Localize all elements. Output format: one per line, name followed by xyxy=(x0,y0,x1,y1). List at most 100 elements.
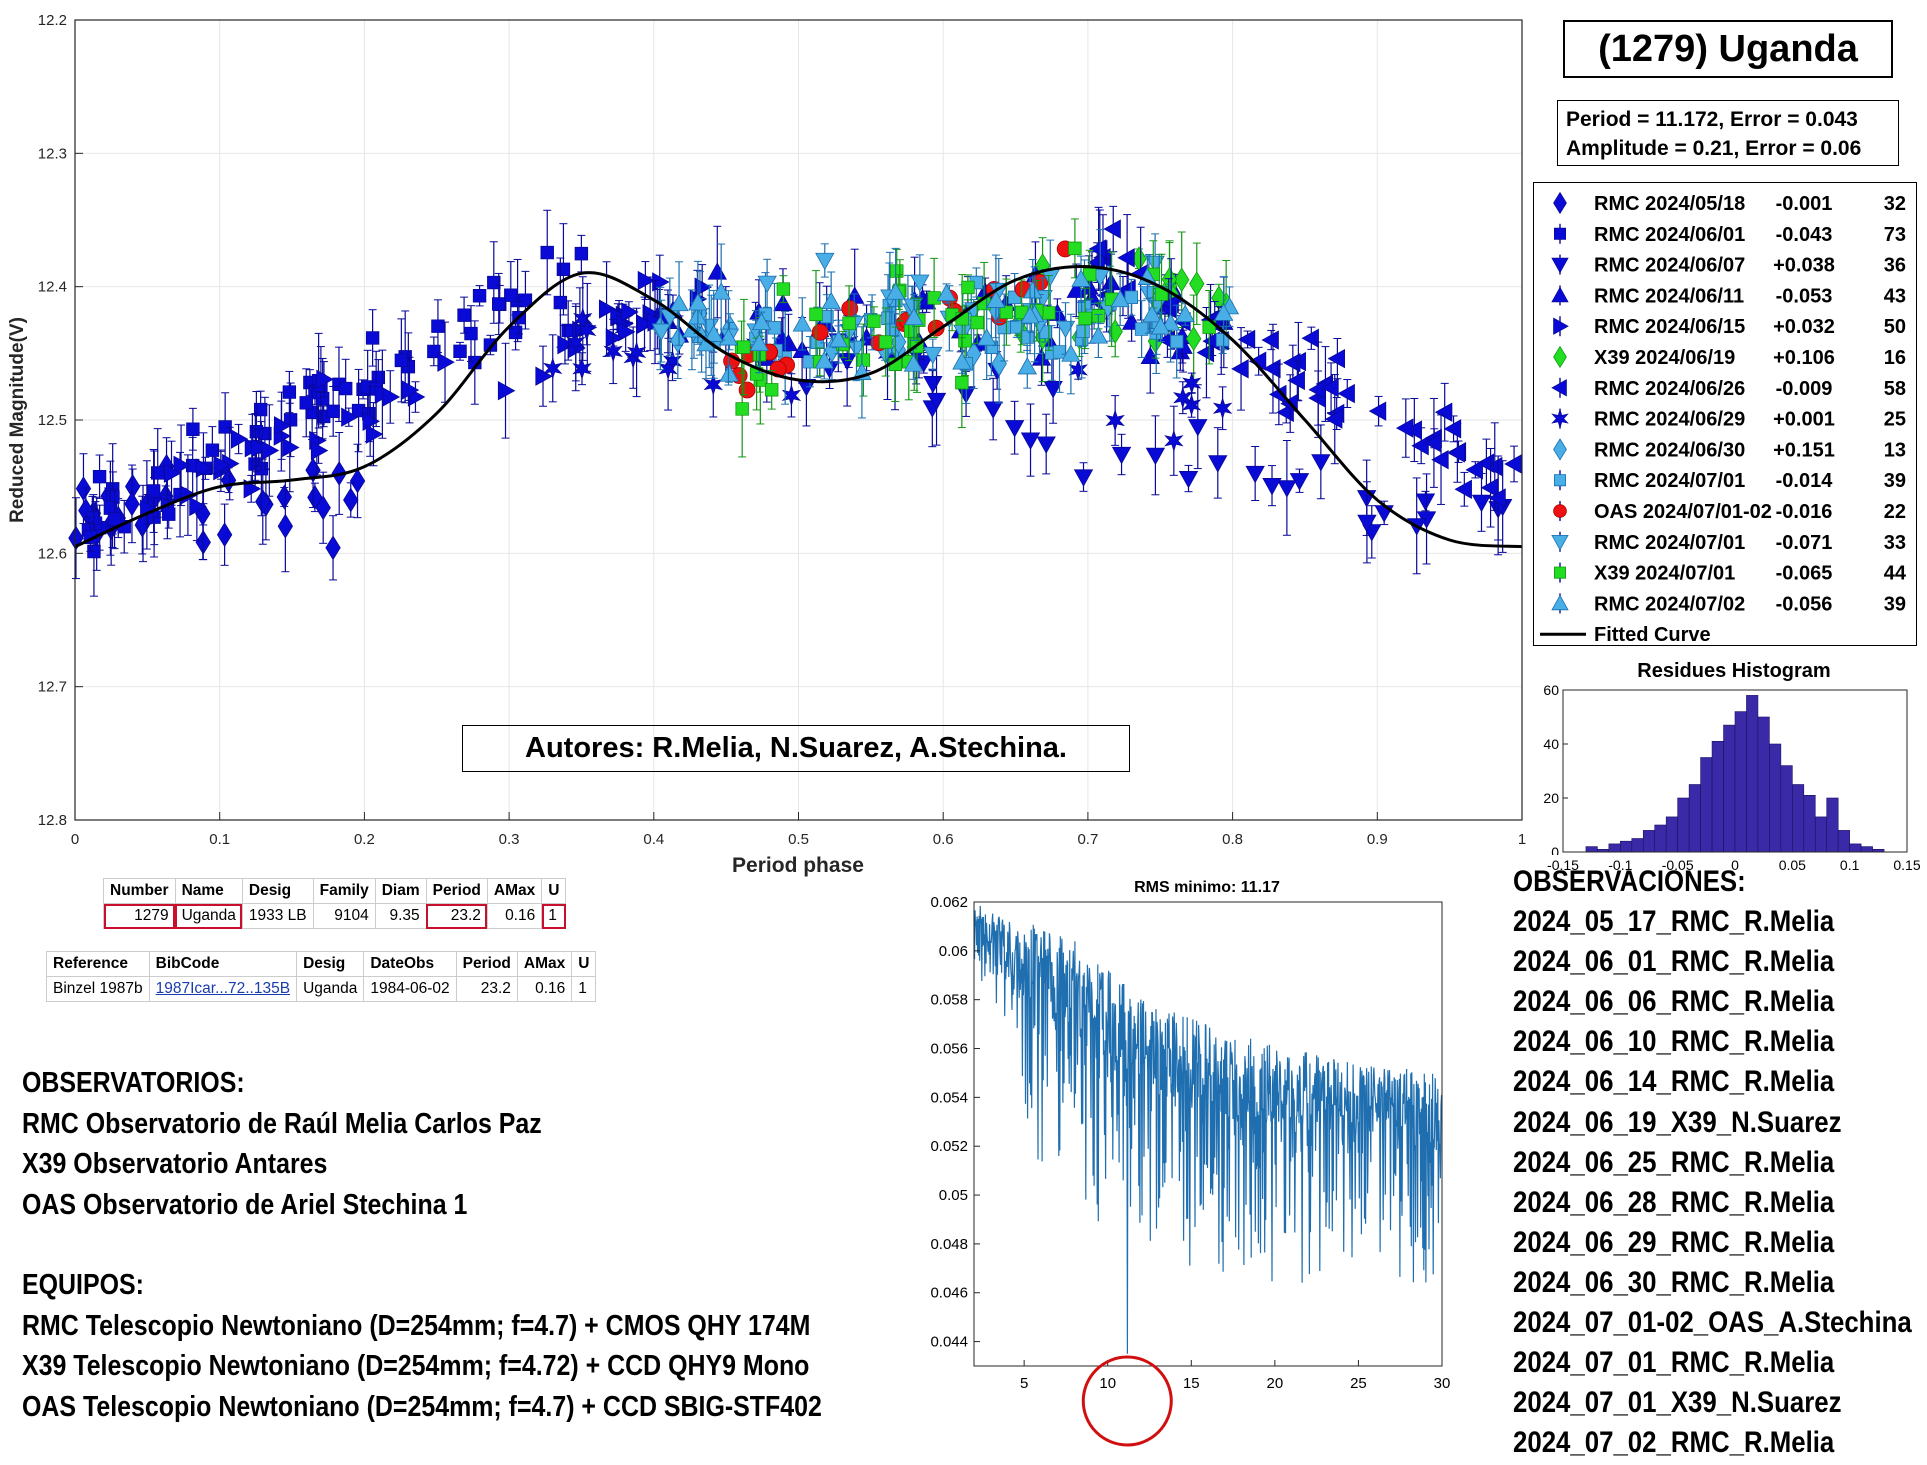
table-header-cell: AMax xyxy=(516,951,573,977)
legend-count: 16 xyxy=(1884,347,1906,369)
histogram-bar xyxy=(1723,724,1736,853)
data-point xyxy=(401,380,420,400)
data-point xyxy=(923,346,943,365)
histogram-bar xyxy=(1688,784,1701,853)
data-point xyxy=(1145,447,1166,466)
legend-label: RMC 2024/06/26 xyxy=(1594,378,1745,400)
x-tick-label: 0.5 xyxy=(788,831,809,848)
y-tick-label: 12.6 xyxy=(38,545,67,562)
histogram-x-ticks: -0.15 -0.1 -0.05 0 0.05 0.1 0.15 xyxy=(1547,857,1921,873)
data-point xyxy=(603,340,623,363)
data-point xyxy=(986,290,1006,308)
data-point xyxy=(341,407,359,427)
x-tick-label: 0.3 xyxy=(499,831,520,848)
legend-count: 36 xyxy=(1884,255,1906,277)
data-point xyxy=(605,328,624,348)
legend-entry: RMC 2024/06/01 -0.043 73 xyxy=(1554,223,1906,246)
data-point xyxy=(903,354,924,372)
data-point xyxy=(1374,505,1394,523)
data-point xyxy=(842,316,856,330)
data-point xyxy=(557,335,575,355)
legend-offset: -0.009 xyxy=(1776,378,1833,400)
data-point xyxy=(1076,324,1090,339)
data-point xyxy=(1476,453,1494,473)
data-point xyxy=(811,323,829,341)
data-point xyxy=(1189,271,1205,297)
data-point xyxy=(1311,454,1331,472)
legend-label: RMC 2024/06/07 xyxy=(1594,255,1745,277)
histogram-bar xyxy=(1608,843,1621,853)
data-point xyxy=(576,319,597,342)
data-point xyxy=(540,245,554,260)
data-point xyxy=(75,476,92,502)
data-point xyxy=(658,357,678,380)
rms-x-ticks: 5 10 15 20 25 30 xyxy=(1020,1360,1450,1392)
data-point xyxy=(694,277,713,297)
legend-marker xyxy=(1553,345,1567,369)
data-point xyxy=(574,246,589,261)
histogram-bar xyxy=(1780,765,1793,853)
x-tick-label: 5 xyxy=(1020,1375,1028,1392)
data-point xyxy=(867,314,881,328)
data-point xyxy=(1301,328,1319,348)
data-point xyxy=(885,282,906,300)
table-cell: 23.2 xyxy=(455,976,518,1002)
data-point xyxy=(1324,409,1343,429)
y-tick-label: 0.06 xyxy=(939,943,968,960)
data-point xyxy=(1357,514,1377,533)
observatorio-line: RMC Observatorio de Raúl Melia Carlos Pa… xyxy=(22,1107,542,1140)
observaciones-block: OBSERVACIONES: 2024_05_17_RMC_R.Melia 202… xyxy=(1513,862,1912,1463)
table-cell: 1 xyxy=(571,976,597,1002)
rms-y-ticks: 0.044 0.046 0.048 0.05 0.052 0.054 0.056 0.058 0… xyxy=(930,894,980,1351)
table-header-cell: Family xyxy=(312,878,376,904)
data-point xyxy=(1465,460,1483,480)
data-point xyxy=(195,458,214,478)
legend-marker xyxy=(1551,594,1569,611)
data-point xyxy=(652,272,670,292)
y-tick-label: 12.4 xyxy=(38,279,67,296)
y-tick-label: 12.5 xyxy=(38,412,67,429)
legend-label: RMC 2024/06/29 xyxy=(1594,409,1745,431)
y-tick-label: 0.05 xyxy=(939,1187,968,1204)
legend-entry: X39 2024/06/19 +0.106 16 xyxy=(1553,345,1906,369)
legend-offset: -0.071 xyxy=(1776,532,1833,554)
y-tick-label: 0.048 xyxy=(930,1236,968,1253)
data-point xyxy=(688,292,708,311)
data-point xyxy=(282,437,300,458)
data-point xyxy=(1196,342,1215,363)
data-point xyxy=(255,489,271,515)
data-point xyxy=(277,513,294,539)
series-4 xyxy=(140,254,713,542)
legend-marker xyxy=(1551,286,1569,303)
data-point xyxy=(846,340,867,359)
x-tick-label: 0.05 xyxy=(1779,857,1806,873)
data-point xyxy=(1117,248,1135,268)
legend-offset: +0.001 xyxy=(1773,409,1835,431)
legend-fit-label: Fitted Curve xyxy=(1594,624,1711,646)
data-point xyxy=(1105,409,1125,432)
observacion-line: 2024_06_14_RMC_R.Melia xyxy=(1513,1065,1835,1099)
data-point xyxy=(923,376,943,394)
legend-marker xyxy=(1551,408,1569,429)
data-point xyxy=(1023,280,1043,299)
table-cell: Uganda xyxy=(296,976,365,1002)
histogram-bar xyxy=(1803,795,1816,853)
data-point xyxy=(1055,320,1076,339)
table-cell[interactable]: 1987Icar...72..135B xyxy=(148,976,298,1002)
data-point xyxy=(856,353,871,367)
histogram-axes-box xyxy=(1562,689,1908,853)
y-tick-label: 0.044 xyxy=(930,1334,968,1351)
lightcurve-points xyxy=(68,205,1522,597)
data-point xyxy=(326,404,340,419)
data-point xyxy=(1078,311,1092,326)
data-point xyxy=(1287,370,1305,391)
observacion-line: 2024_05_17_RMC_R.Melia xyxy=(1513,905,1835,939)
histogram-bar xyxy=(1631,838,1644,853)
authors-box: Autores: R.Melia, N.Suarez, A.Stechina. xyxy=(462,725,1130,772)
observacion-line: 2024_07_01-02_OAS_A.Stechina xyxy=(1513,1306,1912,1340)
data-point xyxy=(961,280,975,295)
data-point xyxy=(1068,358,1088,382)
legend-marker xyxy=(1554,474,1566,487)
data-point xyxy=(1504,454,1522,474)
table-cell: 0.16 xyxy=(486,903,543,929)
